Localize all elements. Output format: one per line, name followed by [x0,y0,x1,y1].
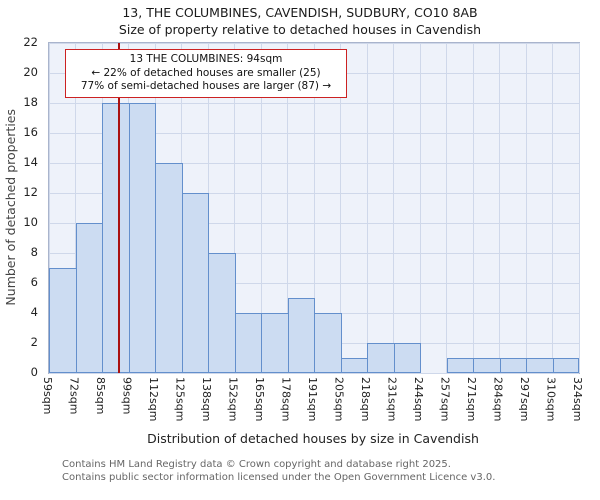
y-tick-label: 12 [23,185,38,199]
x-tick-label: 191sqm [306,377,319,422]
x-tick-label: 244sqm [412,377,425,422]
x-tick-label: 72sqm [67,377,81,415]
gridline-vertical [446,43,447,373]
footer-line-1: Contains HM Land Registry data © Crown c… [62,459,451,470]
gridline-vertical [578,43,580,373]
gridline-horizontal [49,372,579,374]
bar [102,103,130,373]
y-tick-label: 4 [30,305,38,319]
x-tick-label: 271sqm [465,377,478,422]
bar [393,343,421,373]
bar [128,103,156,373]
plot-area: 13 THE COLUMBINES: 94sqm ← 22% of detach… [48,42,580,374]
x-tick-label: 297sqm [518,377,531,422]
gridline-vertical [419,43,421,373]
x-tick-label: 138sqm [200,377,213,422]
gridline-vertical [75,43,76,373]
x-axis-label: Distribution of detached houses by size … [147,431,479,446]
annotation-box: 13 THE COLUMBINES: 94sqm ← 22% of detach… [65,49,347,98]
bar [49,268,77,373]
x-tick-label: 284sqm [491,377,505,422]
bar [314,313,342,373]
bar [552,358,579,373]
y-axis-ticks: 0 2 4 6 8 10 12 14 16 18 20 22 [0,35,42,379]
bar [208,253,236,373]
gridline-vertical [340,43,341,373]
bar [446,358,474,373]
x-tick-label: 310sqm [544,377,558,422]
gridline-vertical [472,43,474,373]
x-tick-label: 257sqm [438,377,452,422]
x-tick-label: 59sqm [41,377,54,415]
bar [499,358,527,373]
x-tick-label: 152sqm [226,377,240,422]
x-tick-label: 231sqm [385,377,399,422]
x-tick-label: 112sqm [147,377,160,422]
footer: Contains HM Land Registry data © Crown c… [62,458,495,484]
chart-subtitle: Size of property relative to detached ho… [118,22,482,37]
y-tick-label: 14 [23,155,38,169]
x-axis-ticks: 59sqm 72sqm 85sqm 99sqm 112sqm 125sqm 138sqm 15… [41,377,588,431]
footer-line-2: Contains public sector information licen… [62,472,496,484]
gridline-vertical [260,43,262,373]
x-tick-label: 178sqm [279,377,293,422]
gridline-vertical [287,43,288,373]
y-tick-label: 2 [30,335,38,349]
bar [75,223,103,373]
y-tick-label: 6 [30,275,38,289]
x-tick-label: 324sqm [571,377,584,422]
y-tick-label: 18 [23,95,38,109]
chart-title: 13, THE COLUMBINES, CAVENDISH, SUDBURY, … [122,5,478,20]
x-tick-label: 218sqm [359,377,372,422]
x-tick-label: 85sqm [94,377,107,415]
x-tick-label: 99sqm [120,377,134,415]
bar [261,313,289,373]
gridline-vertical [48,43,50,373]
gridline-vertical [313,43,315,373]
annotation-line-3: 77% of semi-detached houses are larger (… [80,80,332,93]
bar [287,298,315,373]
bar [473,358,501,373]
gridline-vertical [525,43,527,373]
y-tick-label: 10 [23,215,38,229]
y-tick-label: 20 [23,65,38,79]
y-tick-label: 16 [23,125,38,139]
x-tick-label: 205sqm [332,377,346,422]
gridline-vertical [393,43,394,373]
gridline-vertical [552,43,553,373]
bar [234,313,262,373]
bar [526,358,554,373]
x-tick-label: 125sqm [173,377,187,422]
annotation-line-2: ← 22% of detached houses are smaller (25… [91,66,321,79]
bar [340,358,368,373]
y-tick-label: 22 [23,35,38,49]
bar [367,343,395,373]
gridline-vertical [234,43,235,373]
marker-line [118,43,121,373]
gridline-vertical [499,43,500,373]
y-tick-label: 0 [30,365,38,379]
bar [155,163,183,373]
x-tick-label: 165sqm [253,377,266,422]
bar [181,193,209,373]
gridline-vertical [366,43,368,373]
annotation-line-1: 13 THE COLUMBINES: 94sqm [129,53,283,65]
y-tick-label: 8 [30,245,38,259]
